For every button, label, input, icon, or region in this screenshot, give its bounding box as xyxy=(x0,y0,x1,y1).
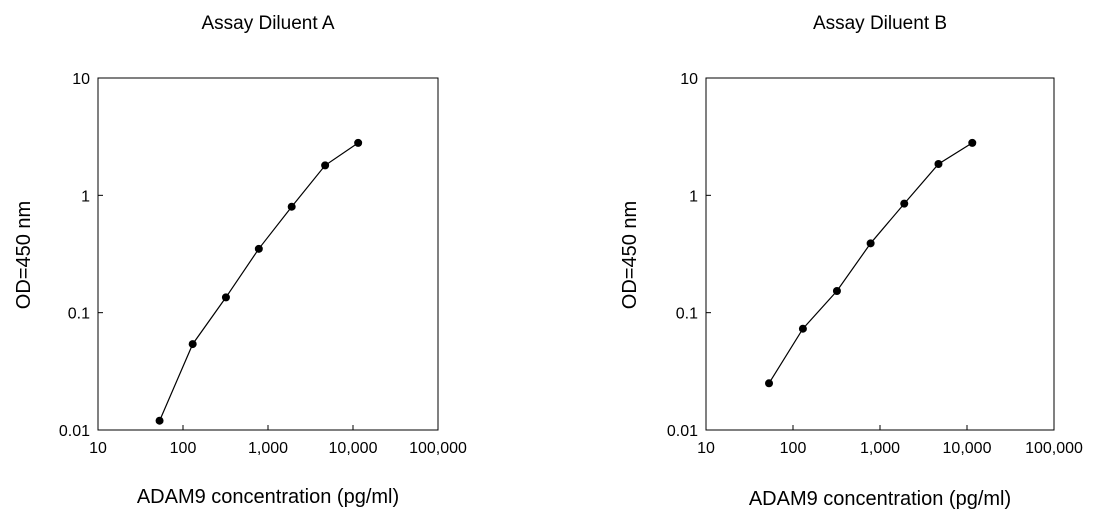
series-line xyxy=(159,142,359,421)
x-tick-label: 100 xyxy=(170,440,197,457)
axis-ticks: 10 100 1,000 10,000 100,000 0.01 0.1 1 10 xyxy=(667,71,1083,457)
x-tick-label: 10,000 xyxy=(943,440,992,457)
data-point xyxy=(900,199,909,208)
x-axis-label: ADAM9 concentration (pg/ml) xyxy=(749,488,1011,510)
data-point xyxy=(287,202,296,211)
plot-area-frame xyxy=(97,77,439,431)
x-tick-label: 100,000 xyxy=(1025,440,1083,457)
y-axis-label: OD=450 nm xyxy=(13,201,35,309)
x-tick-label: 100,000 xyxy=(409,440,467,457)
x-tick-label: 10 xyxy=(697,440,715,457)
x-tick-label: 100 xyxy=(780,440,807,457)
y-tick-label: 0.01 xyxy=(667,423,698,440)
axis-ticks: 10 100 1,000 10,000 100,000 0.01 0.1 1 10 xyxy=(59,71,467,457)
data-point xyxy=(866,239,875,248)
data-point xyxy=(221,293,230,302)
data-point xyxy=(321,161,330,170)
data-point xyxy=(354,138,363,147)
data-point xyxy=(832,286,841,295)
data-marks xyxy=(765,138,977,388)
chart-assay-diluent-b: Assay Diluent B OD=450 nm ADAM9 concentr… xyxy=(619,13,1083,510)
y-tick-label: 0.1 xyxy=(676,306,698,323)
y-tick-label: 1 xyxy=(81,188,90,205)
data-point xyxy=(188,340,197,349)
data-point xyxy=(934,159,943,168)
x-tick-label: 1,000 xyxy=(248,440,288,457)
series-line xyxy=(768,142,973,384)
chart-title: Assay Diluent B xyxy=(813,13,947,34)
data-point xyxy=(798,324,807,333)
data-point xyxy=(254,244,263,253)
chart-assay-diluent-a: Assay Diluent A OD=450 nm ADAM9 concentr… xyxy=(13,13,467,508)
y-tick-label: 1 xyxy=(689,188,698,205)
data-marks xyxy=(155,138,363,425)
x-tick-label: 10 xyxy=(89,440,107,457)
chart-title: Assay Diluent A xyxy=(201,13,334,34)
data-point xyxy=(968,138,977,147)
x-tick-label: 1,000 xyxy=(860,440,900,457)
plot-area-frame xyxy=(705,77,1055,431)
y-tick-label: 0.1 xyxy=(68,306,90,323)
x-tick-label: 10,000 xyxy=(329,440,378,457)
y-tick-label: 0.01 xyxy=(59,423,90,440)
data-point xyxy=(765,379,774,388)
y-axis-label: OD=450 nm xyxy=(619,201,641,309)
y-tick-label: 10 xyxy=(680,71,698,88)
x-axis-label: ADAM9 concentration (pg/ml) xyxy=(137,486,399,508)
data-point xyxy=(155,416,164,425)
y-tick-label: 10 xyxy=(72,71,90,88)
